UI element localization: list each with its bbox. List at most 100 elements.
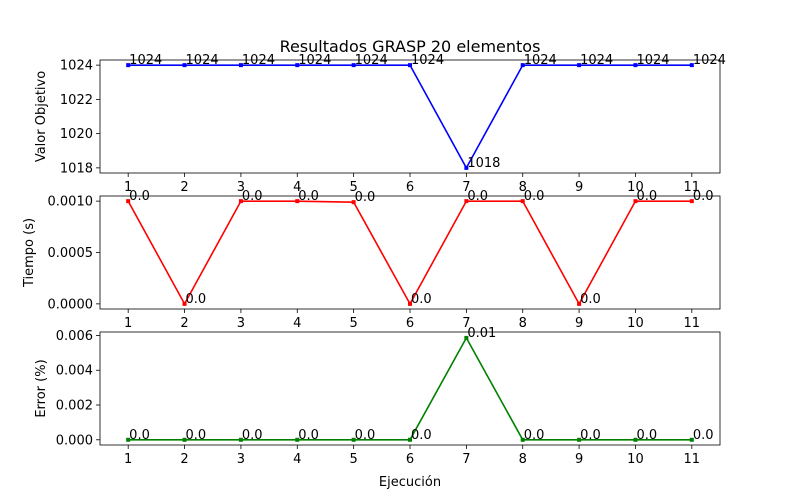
data-point — [351, 63, 356, 68]
data-label: 1024 — [524, 53, 557, 68]
y-tick-label: 0.0000 — [48, 297, 94, 312]
x-tick-label: 5 — [349, 180, 357, 195]
x-tick-label: 1 — [124, 180, 132, 195]
y-tick-label: 0.000 — [56, 433, 93, 448]
data-label: 0.0 — [355, 428, 376, 443]
data-point — [182, 301, 187, 306]
data-point — [408, 437, 412, 442]
data-label: 1024 — [129, 53, 162, 68]
data-label: 0.0 — [298, 428, 319, 443]
x-tick-label: 8 — [519, 180, 527, 195]
data-label: 0.0 — [186, 292, 207, 307]
x-tick-label: 3 — [237, 452, 245, 467]
data-point — [689, 63, 694, 68]
data-label: 0.0 — [467, 189, 488, 204]
x-tick-label: 7 — [462, 180, 470, 195]
x-tick-label: 10 — [627, 180, 644, 195]
x-tick-label: 1 — [124, 316, 132, 331]
data-point — [633, 63, 638, 68]
data-point — [295, 63, 300, 68]
y-tick-label: 1018 — [60, 161, 93, 176]
x-tick-label: 9 — [575, 180, 583, 195]
y-tick-label: 0.006 — [56, 329, 93, 344]
data-label: 0.0 — [636, 189, 657, 204]
plot-frame — [99, 59, 721, 174]
y-axis-label: Error (%) — [34, 359, 49, 417]
y-tick-label: 0.0005 — [48, 246, 94, 261]
data-point — [126, 63, 131, 68]
data-label: 0.0 — [355, 190, 376, 205]
y-tick-label: 1022 — [60, 93, 93, 108]
x-tick-label: 4 — [293, 316, 301, 331]
x-tick-label: 6 — [406, 316, 414, 331]
data-point — [182, 437, 187, 442]
data-label: 1024 — [693, 53, 726, 68]
data-label: 0.0 — [242, 189, 263, 204]
y-axis-label: Tiempo (s) — [22, 218, 37, 288]
data-label: 0.0 — [298, 189, 319, 204]
data-point — [464, 165, 469, 170]
x-tick-label: 11 — [684, 452, 701, 467]
data-point — [295, 437, 300, 442]
data-point — [238, 63, 243, 68]
x-tick-label: 2 — [180, 452, 188, 467]
data-label: 1024 — [355, 53, 388, 68]
data-label: 0.0 — [524, 428, 545, 443]
data-label: 0.0 — [524, 189, 545, 204]
data-label: 1024 — [242, 53, 275, 68]
data-label: 0.0 — [129, 189, 150, 204]
data-point — [351, 200, 356, 205]
data-label: 1024 — [298, 53, 331, 68]
data-label: 0.0 — [580, 428, 601, 443]
x-tick-label: 5 — [349, 316, 357, 331]
x-tick-label: 8 — [519, 452, 527, 467]
data-label: 0.0 — [186, 428, 207, 443]
x-tick-label: 7 — [462, 316, 470, 331]
x-tick-label: 4 — [293, 180, 301, 195]
series-line — [128, 336, 692, 441]
x-tick-label: 4 — [293, 452, 301, 467]
chart-panel-3: 1 2 3 4 5 6 7 8 9 10 11 0.000 0.002 0.004 0.006 Error (… — [34, 326, 721, 490]
y-tick-label: 1024 — [60, 59, 93, 74]
x-tick-label: 11 — [684, 316, 701, 331]
data-point — [520, 199, 525, 204]
x-tick-label: 7 — [462, 452, 470, 467]
data-point — [633, 437, 638, 442]
figure-title: Resultados GRASP 20 elementos — [280, 37, 541, 56]
data-point — [238, 437, 243, 442]
data-point — [408, 301, 412, 306]
x-tick-label: 2 — [180, 180, 188, 195]
data-point — [577, 437, 582, 442]
data-point — [577, 301, 582, 306]
x-tick-label: 9 — [575, 452, 583, 467]
data-label: 1024 — [186, 53, 219, 68]
x-tick-label: 8 — [519, 316, 527, 331]
x-tick-label: 10 — [627, 452, 644, 467]
data-label: 0.0 — [693, 428, 714, 443]
x-tick-label: 6 — [406, 180, 414, 195]
data-label: 0.0 — [129, 428, 150, 443]
data-point — [689, 437, 694, 442]
data-label: 1018 — [467, 156, 500, 171]
data-point — [126, 437, 131, 442]
x-tick-label: 1 — [124, 452, 132, 467]
chart-panel-2: 1 2 3 4 5 6 7 8 9 10 11 0.0000 0.0005 0.0010 Tiempo (s… — [22, 189, 721, 331]
x-tick-label: 9 — [575, 316, 583, 331]
data-point — [464, 335, 469, 340]
data-point — [351, 437, 356, 442]
data-point — [126, 199, 131, 204]
x-tick-label: 10 — [627, 316, 644, 331]
data-point — [464, 199, 469, 204]
data-label: 1024 — [580, 53, 613, 68]
chart-panel-1: 1 2 3 4 5 6 7 8 9 10 11 1018 1020 1022 1024 Valor Objet… — [34, 53, 726, 195]
data-point — [577, 63, 582, 68]
data-label: 0.0 — [636, 428, 657, 443]
x-tick-label: 3 — [237, 316, 245, 331]
x-axis-label: Ejecución — [379, 475, 441, 490]
data-label: 0.0 — [242, 428, 263, 443]
data-label: 0.01 — [467, 326, 496, 341]
data-point — [633, 199, 638, 204]
series-line — [128, 64, 692, 170]
data-label: 0.0 — [411, 292, 432, 307]
